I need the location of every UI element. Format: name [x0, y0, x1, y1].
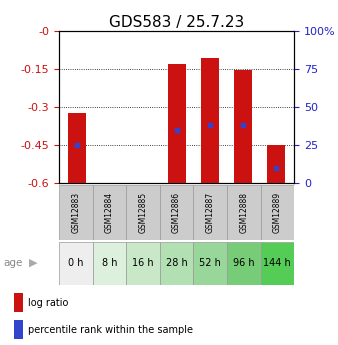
Text: 28 h: 28 h [166, 258, 188, 268]
Text: 144 h: 144 h [263, 258, 291, 268]
Text: 16 h: 16 h [132, 258, 154, 268]
Bar [93, 241, 126, 285]
Text: percentile rank within the sample: percentile rank within the sample [27, 325, 193, 335]
Text: ▶: ▶ [29, 258, 37, 268]
Bar [234, 70, 252, 184]
Text: GSM12886: GSM12886 [172, 191, 181, 233]
Bar [193, 185, 227, 240]
Bar [227, 185, 261, 240]
Bar [59, 185, 93, 240]
Text: GSM12888: GSM12888 [239, 192, 248, 233]
Bar [168, 64, 186, 184]
Text: age: age [3, 258, 23, 268]
Bar [267, 145, 285, 185]
Text: GSM12889: GSM12889 [273, 191, 282, 233]
Bar [14, 320, 23, 339]
Bar [126, 185, 160, 240]
Text: 0 h: 0 h [68, 258, 84, 268]
Bar [68, 113, 87, 185]
Bar [14, 293, 23, 312]
Title: GDS583 / 25.7.23: GDS583 / 25.7.23 [109, 15, 244, 30]
Bar [59, 241, 93, 285]
Text: log ratio: log ratio [27, 298, 68, 308]
Text: GSM12885: GSM12885 [139, 191, 148, 233]
Text: 96 h: 96 h [233, 258, 255, 268]
Bar [160, 241, 193, 285]
Bar [261, 241, 294, 285]
Text: GSM12887: GSM12887 [206, 191, 215, 233]
Bar [227, 241, 261, 285]
Text: 8 h: 8 h [102, 258, 117, 268]
Text: GSM12884: GSM12884 [105, 191, 114, 233]
Text: 52 h: 52 h [199, 258, 221, 268]
Bar [200, 58, 219, 185]
Bar [126, 241, 160, 285]
Bar [193, 241, 227, 285]
Bar [93, 185, 126, 240]
Bar [261, 185, 294, 240]
Bar [160, 185, 193, 240]
Text: GSM12883: GSM12883 [71, 191, 80, 233]
